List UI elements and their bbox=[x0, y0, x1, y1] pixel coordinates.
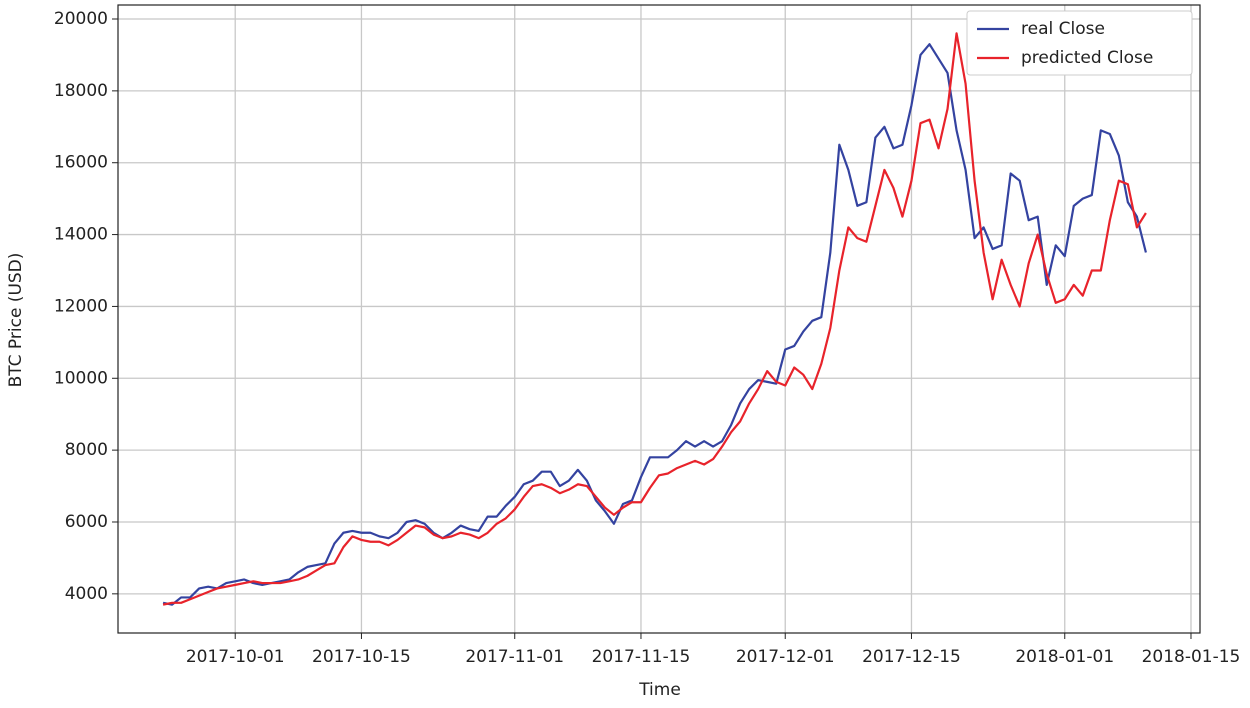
x-tick-label: 2017-11-15 bbox=[592, 647, 691, 667]
legend: real Close predicted Close bbox=[966, 10, 1193, 76]
x-tick-label: 2017-10-15 bbox=[312, 647, 411, 667]
x-tick-label: 2017-12-15 bbox=[862, 647, 961, 667]
y-axis-label: BTC Price (USD) bbox=[6, 253, 26, 388]
y-tick-label: 16000 bbox=[54, 153, 108, 173]
y-tick-label: 10000 bbox=[54, 368, 108, 388]
x-tick-label: 2018-01-15 bbox=[1142, 647, 1241, 667]
x-tick-label: 2017-11-01 bbox=[465, 647, 564, 667]
plot-frame bbox=[117, 4, 1201, 634]
legend-box bbox=[966, 10, 1193, 76]
legend-label: real Close bbox=[1021, 19, 1105, 39]
x-axis-label: Time bbox=[638, 680, 681, 700]
data-line bbox=[162, 43, 1147, 606]
y-tick-label: 14000 bbox=[54, 225, 108, 245]
y-tick-label: 8000 bbox=[65, 440, 108, 460]
y-tick-label: 12000 bbox=[54, 296, 108, 316]
x-tick-label: 2018-01-01 bbox=[1015, 647, 1114, 667]
y-tick-label: 6000 bbox=[65, 512, 108, 532]
y-tick-label: 4000 bbox=[65, 584, 108, 604]
legend-label: predicted Close bbox=[1021, 48, 1153, 68]
x-tick-label: 2017-10-01 bbox=[186, 647, 285, 667]
y-tick-label: 18000 bbox=[54, 81, 108, 101]
data-line bbox=[162, 32, 1147, 606]
x-tick-label: 2017-12-01 bbox=[736, 647, 835, 667]
y-tick-label: 20000 bbox=[54, 9, 108, 29]
